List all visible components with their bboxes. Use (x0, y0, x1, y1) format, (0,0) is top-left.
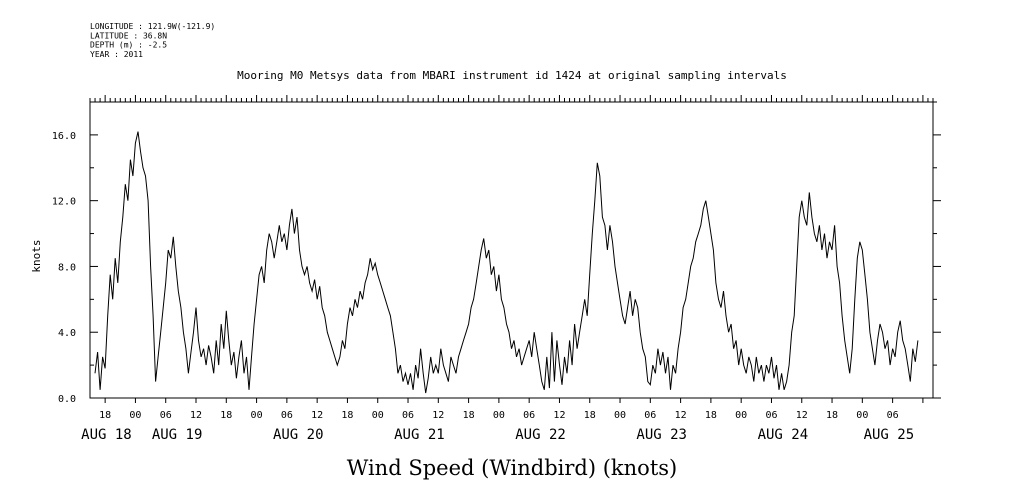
y-axis: 0.0 4.0 8.0 12.0 16.0 (52, 101, 941, 405)
plot-frame (89, 101, 934, 399)
x-tick-label: 18 (463, 410, 475, 421)
y-tick-label: 4.0 (58, 328, 76, 339)
x-tick-label: 06 (765, 410, 777, 421)
x-tick-label: 18 (826, 410, 838, 421)
y-tick-label: 0.0 (58, 394, 76, 405)
metadata-line: DEPTH (m) : -2.5 (90, 41, 167, 50)
x-tick-label: 06 (160, 410, 172, 421)
x-day-label: AUG 20 (273, 427, 324, 443)
x-axis: 18 00 06 12 18 00 06 12 18 00 06 12 18 00 06 12 18 00 06 12… (81, 398, 924, 443)
x-tick-label: 12 (675, 410, 687, 421)
y-tick-label: 8.0 (58, 262, 76, 273)
metadata-line: LONGITUDE : 121.9W(-121.9) (90, 22, 215, 31)
y-tick-label: 12.0 (52, 197, 76, 208)
metadata-line: LATITUDE : 36.8N (90, 31, 167, 40)
x-tick-label: 18 (705, 410, 717, 421)
x-tick-label: 06 (523, 410, 535, 421)
x-tick-label: 06 (887, 410, 899, 421)
x-tick-label: 06 (402, 410, 414, 421)
x-tick-label: 06 (281, 410, 293, 421)
wind-speed-series-line (94, 131, 919, 394)
y-axis-label: knots (30, 239, 43, 272)
x-tick-label: 18 (584, 410, 596, 421)
x-tick-label: 12 (432, 410, 444, 421)
x-tick-label: 12 (190, 410, 202, 421)
x-day-label: AUG 25 (864, 427, 915, 443)
x-day-label: AUG 23 (636, 427, 687, 443)
x-tick-label: 18 (99, 410, 111, 421)
x-day-label: AUG 22 (515, 427, 566, 443)
y-tick-label: 16.0 (52, 131, 76, 142)
x-tick-label: 18 (220, 410, 232, 421)
x-tick-label: 00 (251, 410, 263, 421)
chart-title: Mooring M0 Metsys data from MBARI instru… (237, 69, 787, 82)
metadata-block: LONGITUDE : 121.9W(-121.9)LATITUDE : 36.… (90, 22, 215, 59)
x-axis-label: Wind Speed (Windbird) (knots) (347, 456, 677, 480)
x-tick-label: 00 (129, 410, 141, 421)
x-tick-label: 00 (372, 410, 384, 421)
x-day-label: AUG 19 (152, 427, 203, 443)
x-tick-label: 00 (856, 410, 868, 421)
top-minor-ticks (89, 95, 934, 102)
x-tick-label: 00 (614, 410, 626, 421)
x-tick-label: 18 (341, 410, 353, 421)
x-day-label: AUG 21 (394, 427, 445, 443)
metadata-line: YEAR : 2011 (90, 50, 143, 59)
x-tick-label: 00 (493, 410, 505, 421)
x-tick-label: 06 (644, 410, 656, 421)
x-day-label: AUG 24 (758, 427, 809, 443)
x-tick-label: 00 (735, 410, 747, 421)
x-tick-label: 12 (553, 410, 565, 421)
x-tick-label: 12 (311, 410, 323, 421)
x-tick-label: 12 (796, 410, 808, 421)
x-day-label: AUG 18 (81, 427, 132, 443)
